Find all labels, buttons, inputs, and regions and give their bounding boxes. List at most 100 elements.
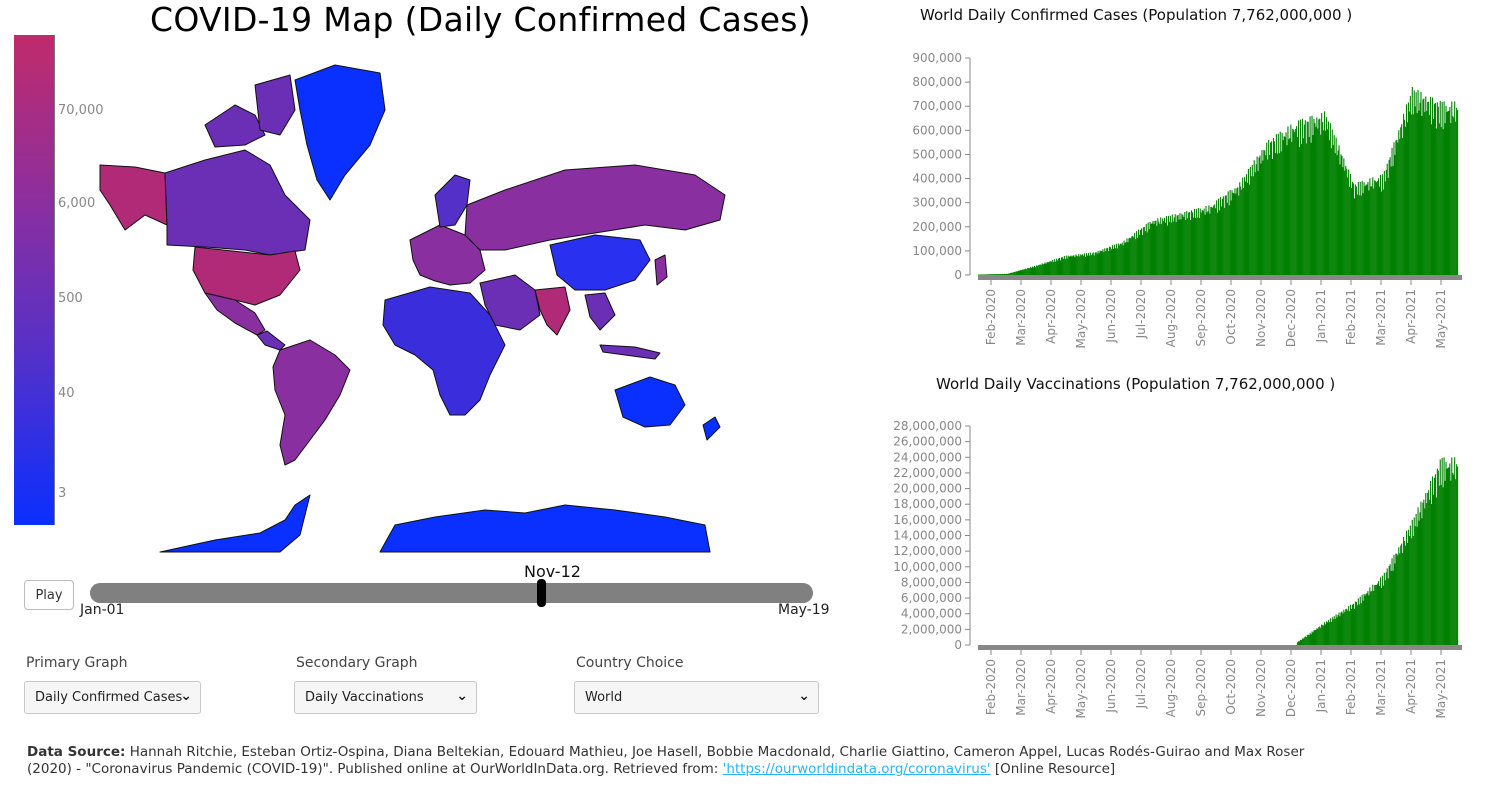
bar: [1052, 260, 1054, 275]
bar: [1230, 200, 1232, 275]
region-usa[interactable]: [192, 246, 301, 306]
bar: [1441, 102, 1443, 275]
bar: [1264, 150, 1266, 275]
bar: [1379, 577, 1382, 645]
bar: [1119, 243, 1121, 275]
region-antarctica-west[interactable]: [159, 494, 311, 553]
bar: [1387, 177, 1389, 275]
bar: [1004, 273, 1006, 275]
x-tick-label: Feb-2020: [984, 289, 998, 345]
bar: [1330, 148, 1332, 275]
bar: [1251, 164, 1253, 275]
legend-tick: 40: [58, 386, 75, 401]
bar: [994, 274, 996, 275]
bar: [1294, 132, 1296, 275]
bar: [1402, 137, 1404, 275]
bar: [1039, 264, 1041, 275]
bar: [1190, 220, 1192, 275]
region-canada[interactable]: [164, 149, 311, 256]
x-axis: [978, 645, 1462, 650]
region-scandinavia[interactable]: [434, 174, 471, 228]
bar: [1406, 542, 1409, 645]
region-alaska[interactable]: [99, 164, 168, 231]
bar: [1351, 604, 1354, 645]
region-europe[interactable]: [409, 224, 486, 286]
bar: [1176, 215, 1178, 275]
region-south-america[interactable]: [272, 339, 351, 466]
world-map[interactable]: [95, 55, 735, 555]
region-arctic-islands[interactable]: [204, 104, 266, 148]
bar: [1430, 96, 1432, 275]
region-middle-east[interactable]: [479, 274, 541, 331]
bar: [1195, 208, 1197, 275]
region-greenland[interactable]: [294, 64, 386, 201]
bar: [1416, 113, 1418, 276]
bar: [1208, 205, 1210, 275]
bar: [979, 274, 982, 275]
region-china[interactable]: [549, 234, 651, 291]
region-africa[interactable]: [382, 286, 506, 416]
region-baffin[interactable]: [254, 74, 296, 136]
bar: [1304, 120, 1306, 275]
bar: [1339, 164, 1341, 275]
region-indonesia[interactable]: [599, 344, 661, 360]
bar: [1109, 246, 1111, 275]
bar: [1097, 250, 1099, 275]
bar: [1142, 227, 1144, 275]
bar: [1209, 213, 1211, 275]
date-slider-track[interactable]: [90, 583, 813, 603]
bar: [1341, 155, 1343, 275]
region-india[interactable]: [534, 286, 571, 336]
region-central-america[interactable]: [256, 330, 286, 351]
bar: [1277, 133, 1279, 275]
bar: [1432, 119, 1435, 276]
bar: [1261, 150, 1263, 275]
region-se-asia[interactable]: [584, 292, 616, 331]
bar: [1116, 248, 1118, 275]
region-mexico[interactable]: [204, 292, 266, 336]
bar: [1204, 214, 1206, 275]
bar: [1152, 220, 1154, 275]
bar: [1003, 274, 1005, 275]
bar: [1403, 536, 1405, 645]
bar: [1423, 98, 1425, 275]
bar: [1307, 121, 1309, 275]
bar: [1206, 212, 1208, 275]
bar: [1144, 231, 1146, 275]
bar: [1378, 178, 1380, 275]
bar: [1316, 628, 1318, 645]
bar: [1315, 629, 1317, 645]
play-button[interactable]: Play: [24, 580, 74, 610]
bar: [1011, 272, 1013, 275]
bar: [1404, 541, 1406, 645]
primary-graph-select[interactable]: Daily Confirmed Cases ⌄: [24, 681, 201, 714]
region-japan[interactable]: [654, 254, 668, 286]
x-tick-label: Dec-2020: [1284, 289, 1298, 347]
bar: [1413, 517, 1415, 645]
secondary-graph-select[interactable]: Daily Vaccinations ⌄: [294, 681, 477, 714]
date-slider-handle[interactable]: [537, 579, 546, 607]
footer-citation: Hannah Ritchie, Esteban Ortiz-Ospina, Di…: [27, 744, 1305, 777]
bar: [1365, 184, 1367, 275]
bar: [1085, 253, 1088, 275]
bar: [1245, 174, 1248, 275]
bar: [1102, 249, 1104, 275]
country-choice-select[interactable]: World ⌄: [574, 681, 819, 714]
bar: [1180, 219, 1182, 275]
region-antarctica-east[interactable]: [379, 504, 711, 553]
region-russia[interactable]: [464, 164, 726, 251]
x-tick-label: May-2020: [1074, 659, 1088, 718]
bar: [1062, 258, 1064, 275]
bar: [1405, 530, 1408, 645]
x-tick-label: May-2021: [1434, 289, 1448, 348]
bar: [1243, 187, 1245, 275]
bar: [1333, 135, 1335, 275]
region-australia[interactable]: [614, 376, 686, 428]
footer-link[interactable]: 'https://ourworldindata.org/coronavirus': [722, 761, 991, 777]
y-tick-label: 500,000: [912, 147, 962, 161]
bar: [1332, 619, 1334, 645]
bar: [1418, 110, 1420, 275]
bar: [1258, 157, 1260, 275]
region-new-zealand[interactable]: [702, 416, 721, 441]
